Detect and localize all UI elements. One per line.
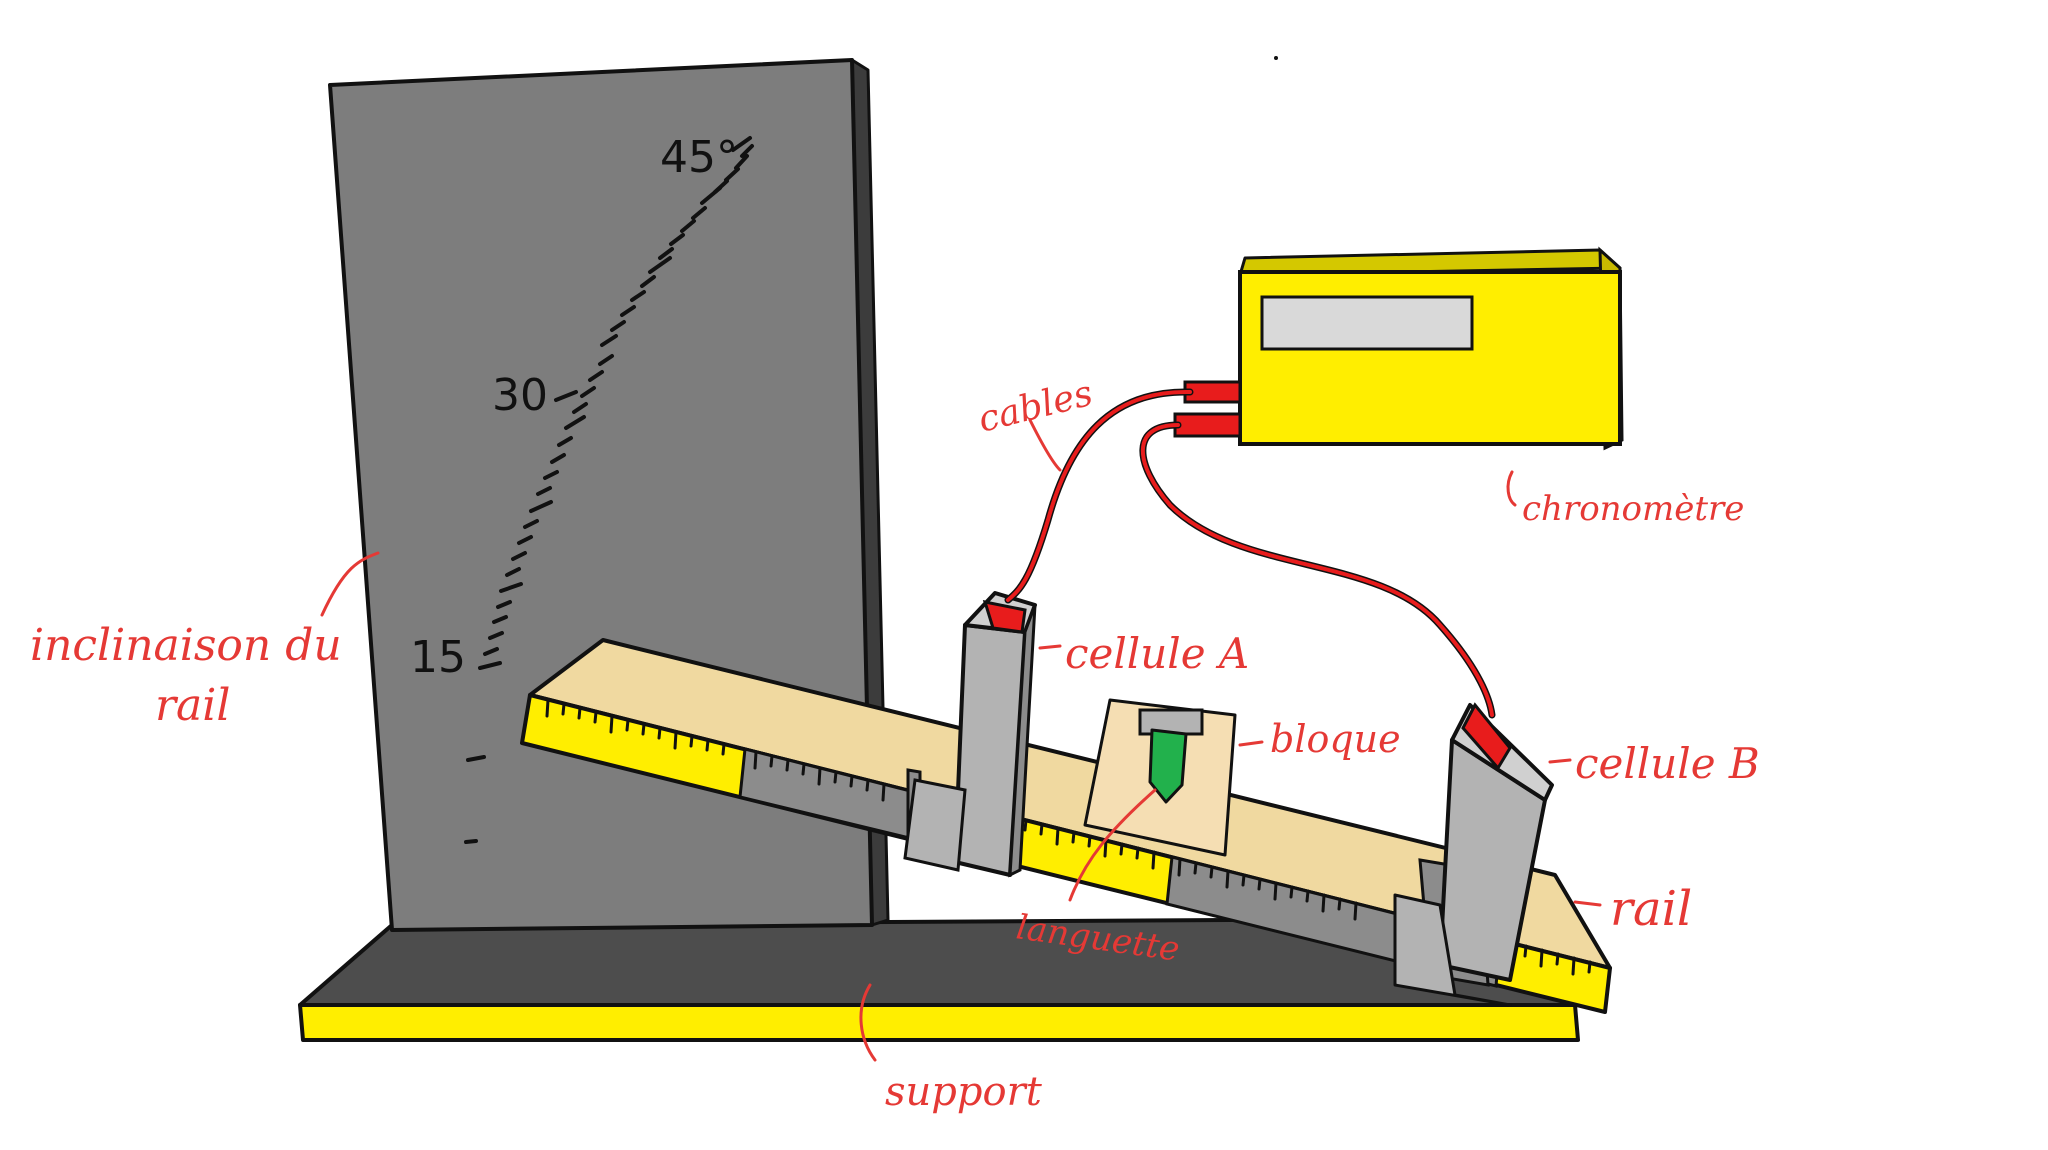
scale-mark-45: 45°: [660, 132, 738, 183]
inclined-rail: [520, 638, 1612, 1014]
label-inclinaison-line2: rail: [155, 680, 230, 731]
label-cellule-b: cellule B: [1575, 739, 1760, 788]
rail-ruler-ticks: [545, 698, 1592, 976]
cables: [1004, 388, 1496, 719]
languette-tab: [1148, 728, 1188, 804]
angle-scale-ticks: [464, 136, 754, 844]
stray-dot: [1274, 56, 1278, 60]
annotation-leaders: [320, 418, 1602, 1062]
label-chronometre: chronomètre: [1522, 489, 1744, 529]
scale-mark-30: 30: [492, 370, 548, 421]
cellule-a: [903, 591, 1037, 878]
chronometer-display: [1260, 295, 1474, 351]
label-rail: rail: [1610, 881, 1692, 937]
scale-mark-15: 15: [410, 632, 466, 683]
label-inclinaison-line1: inclinaison du: [30, 620, 342, 671]
label-support: support: [885, 1069, 1043, 1115]
chronometer: [1173, 246, 1624, 451]
label-cellule-a: cellule A: [1065, 629, 1249, 678]
support-base: [298, 916, 1580, 1042]
cellule-b: [1393, 702, 1554, 1007]
block: [1083, 698, 1237, 857]
label-bloque: bloque: [1270, 717, 1401, 761]
chronometer-connector-2: [1173, 412, 1242, 438]
